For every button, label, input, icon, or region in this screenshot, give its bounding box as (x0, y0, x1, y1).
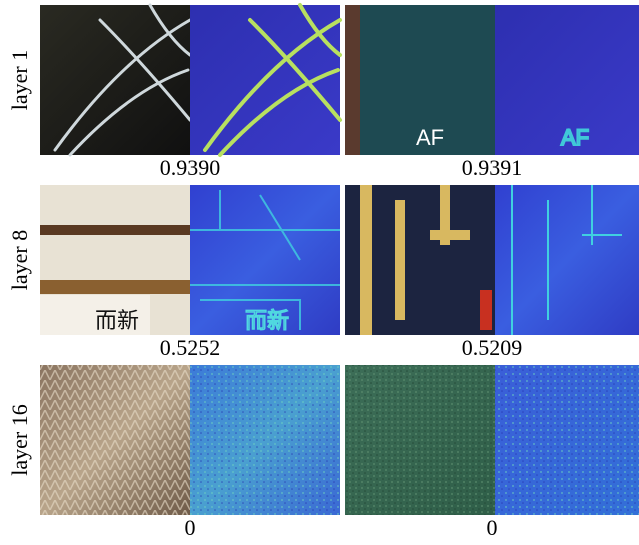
image-pair: 而新 而新 (40, 185, 340, 335)
svg-text:而新: 而新 (245, 308, 289, 333)
svg-text:AF: AF (416, 125, 444, 150)
score: 0 (487, 515, 498, 540)
row-label: layer 8 (7, 230, 32, 290)
image-pair (345, 185, 639, 335)
row-label: layer 1 (7, 50, 32, 110)
figure: layer 1 layer 8 layer 16 AF AF 0.9390 0.… (0, 0, 639, 540)
svg-text:AF: AF (561, 125, 589, 150)
score: 0.9390 (160, 155, 221, 180)
score: 0.9391 (462, 155, 523, 180)
image-pair: AF AF (345, 5, 639, 155)
image-pair (345, 365, 639, 515)
score: 0.5209 (462, 335, 523, 360)
svg-text:而新: 而新 (95, 308, 139, 333)
row-label: layer 16 (7, 404, 32, 475)
image-pair (40, 5, 340, 155)
image-pair (40, 365, 340, 515)
score: 0.5252 (160, 335, 221, 360)
score: 0 (185, 515, 196, 540)
